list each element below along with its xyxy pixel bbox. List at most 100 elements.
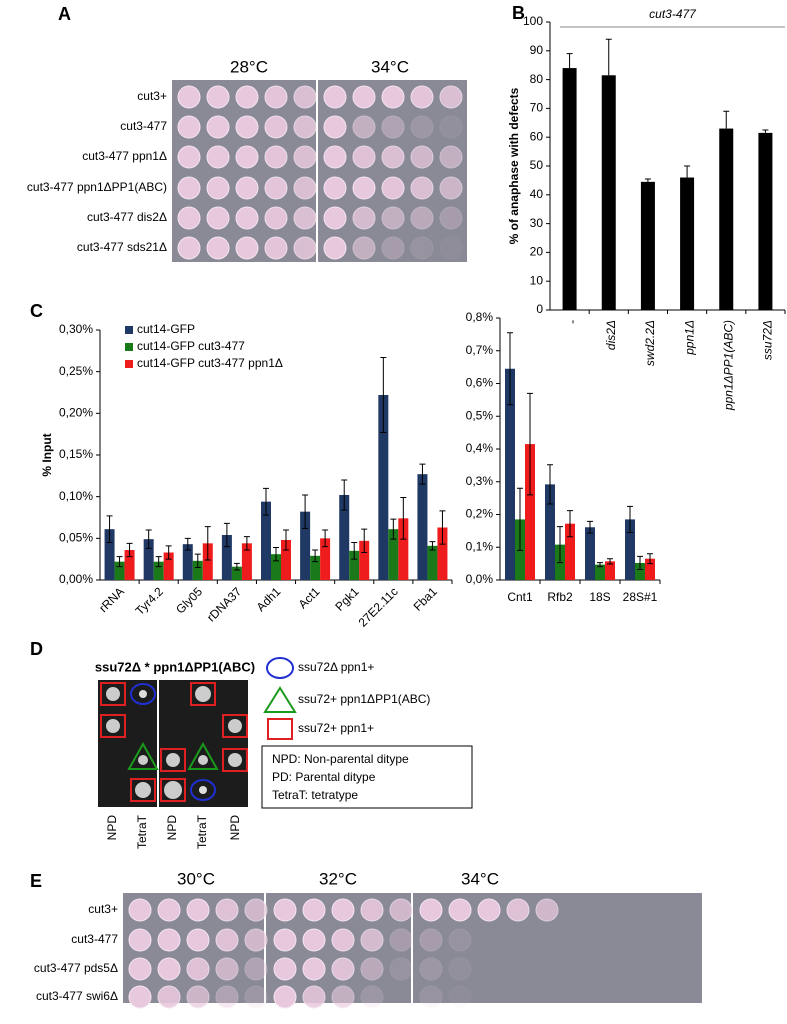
error-bar — [361, 528, 368, 553]
colony — [244, 957, 268, 981]
colony — [352, 206, 376, 230]
x-tick-label: 28S#1 — [623, 590, 658, 604]
colony — [381, 115, 405, 139]
temperature: 32°C — [319, 869, 357, 888]
error-bar — [557, 526, 563, 564]
colony — [235, 145, 259, 169]
tetrad-columns: NPD TetraT NPD TetraT NPD — [105, 814, 242, 849]
strain-label: cut3-477 dis2Δ — [87, 210, 167, 224]
bar — [310, 555, 321, 580]
legend-swatch — [125, 360, 133, 368]
colony — [264, 85, 288, 109]
error-bar — [429, 541, 436, 551]
colony — [206, 115, 230, 139]
error-bar — [243, 536, 250, 551]
colony — [381, 145, 405, 169]
colony — [244, 928, 268, 952]
colony — [439, 236, 463, 260]
colony — [293, 176, 317, 200]
bar — [192, 560, 203, 580]
error-bar — [116, 556, 123, 568]
colony — [389, 928, 413, 952]
bar — [349, 550, 360, 580]
legend-label: cut14-GFP cut3-477 ppn1Δ — [137, 356, 283, 370]
colony — [215, 957, 239, 981]
bar — [339, 495, 350, 580]
temperature: 28°C — [230, 57, 268, 76]
error-bar — [380, 357, 387, 433]
error-bar — [517, 487, 523, 552]
colony — [235, 206, 259, 230]
error-bar — [587, 520, 593, 534]
colony — [389, 957, 413, 981]
error-bar — [233, 562, 240, 571]
colony — [235, 176, 259, 200]
colony — [360, 957, 384, 981]
colony — [128, 898, 152, 922]
colony — [177, 206, 201, 230]
bar — [261, 501, 271, 580]
y-tick-label: 0,2% — [466, 507, 494, 521]
colony — [235, 85, 259, 109]
colony — [323, 206, 347, 230]
bar — [398, 518, 409, 580]
colony — [439, 115, 463, 139]
column-label: NPD — [228, 815, 242, 841]
bar — [645, 558, 655, 580]
y-tick-label: 0,5% — [466, 408, 494, 422]
colony — [323, 236, 347, 260]
colony — [206, 176, 230, 200]
x-tick-label: Cnt1 — [507, 590, 533, 604]
x-tick-label: 18S — [589, 590, 610, 604]
bar — [182, 544, 193, 580]
colony — [264, 206, 288, 230]
x-tick-label: Adh1 — [254, 584, 284, 614]
colony — [273, 985, 297, 1009]
key-text: PD: Parental ditype — [272, 770, 376, 784]
bar — [758, 132, 773, 310]
error-bar — [647, 553, 653, 565]
colony — [302, 898, 326, 922]
panel-label: D — [30, 639, 43, 659]
colony — [264, 115, 288, 139]
colony — [177, 236, 201, 260]
colony — [186, 898, 210, 922]
error-bar — [527, 392, 533, 496]
error-bar — [341, 479, 348, 511]
colonies — [177, 85, 463, 260]
bar — [417, 474, 428, 580]
bar — [505, 368, 515, 580]
colony — [360, 898, 384, 922]
bar — [562, 68, 577, 310]
column-label: NPD — [165, 815, 179, 841]
colony — [323, 145, 347, 169]
column-label: TetraT — [195, 814, 209, 849]
colony — [206, 85, 230, 109]
error-bar — [351, 542, 358, 560]
bar — [601, 75, 616, 310]
error-bar — [155, 556, 162, 568]
colony — [302, 985, 326, 1009]
y-tick-label: 80 — [530, 72, 544, 86]
colony — [352, 115, 376, 139]
x-tick-label: ppn1ΔPP1(ABC) — [721, 320, 735, 411]
bar — [124, 550, 135, 580]
legend-text: ssu72Δ ppn1+ — [298, 660, 374, 674]
bar — [545, 484, 555, 580]
colony — [331, 957, 355, 981]
colony — [360, 985, 384, 1009]
error-bar — [312, 549, 319, 563]
error-bar — [400, 497, 407, 540]
bar — [585, 527, 595, 580]
colony — [331, 898, 355, 922]
bar — [114, 561, 125, 580]
error-bar — [126, 542, 133, 558]
colony — [477, 898, 501, 922]
colony — [360, 928, 384, 952]
temperature: 30°C — [177, 869, 215, 888]
y-tick-label: 0,00% — [59, 572, 93, 586]
panel-label: C — [30, 301, 43, 321]
error-bar — [322, 529, 329, 548]
x-tick-label: Act1 — [296, 584, 323, 611]
colony — [264, 176, 288, 200]
